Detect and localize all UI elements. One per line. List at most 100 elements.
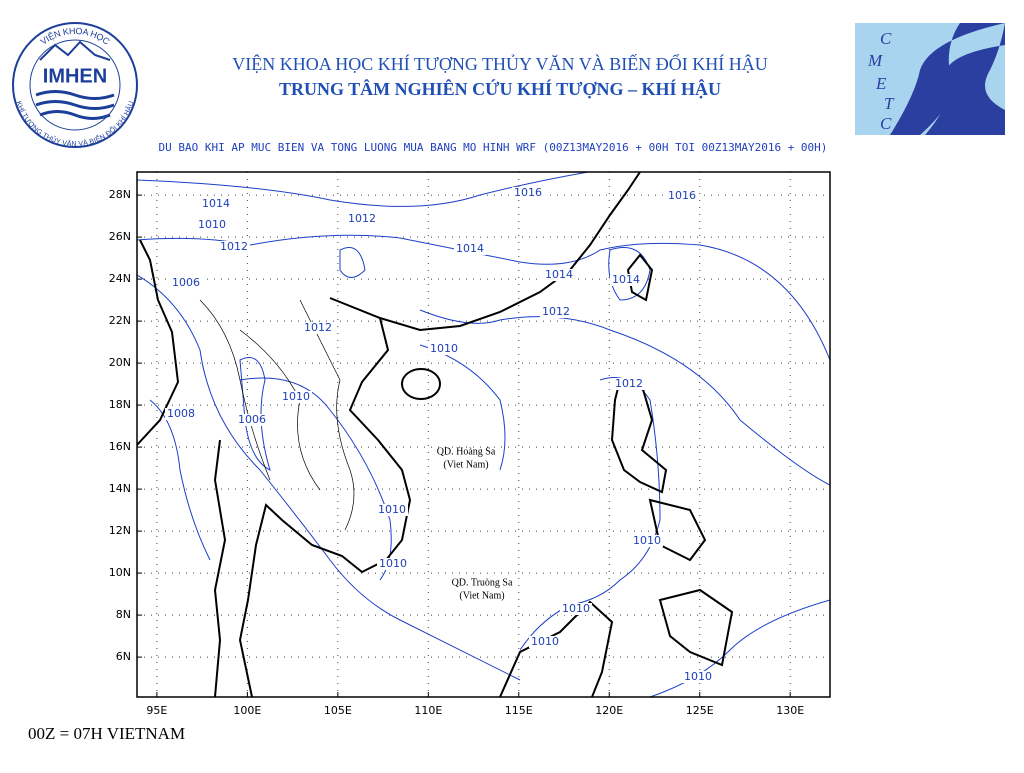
footer: 00Z = 07H VIETNAM: [28, 724, 185, 743]
y-tick-label: 8N: [116, 608, 131, 621]
logo-mountains: [39, 40, 111, 61]
contour-label: 1008: [167, 407, 195, 420]
contour-label: 1016: [668, 189, 696, 202]
isobar: [137, 234, 830, 361]
contour-label-bg: [376, 504, 408, 516]
x-tick-label: 105E: [324, 704, 352, 717]
x-tick-label: 100E: [233, 704, 261, 717]
contour-label: 1014: [456, 242, 484, 255]
coastlines: [137, 172, 734, 697]
coast-china: [329, 172, 641, 332]
isobar: [239, 357, 271, 471]
isobar: [419, 309, 830, 486]
isobar: [339, 247, 366, 278]
isobar: [649, 599, 830, 697]
contour-label-bg: [540, 306, 572, 318]
y-tick-label: 18N: [109, 398, 131, 411]
contour-label: 1010: [684, 670, 712, 683]
x-tick-label: 95E: [146, 704, 167, 717]
y-tick-label: 10N: [109, 566, 131, 579]
contour-label: 1012: [348, 212, 376, 225]
contour-label-bg: [682, 671, 714, 683]
logo-name: IMHEN: [43, 65, 107, 87]
place-label: (Viet Nam): [459, 590, 504, 601]
coast-myanmar: [137, 239, 180, 446]
map-area: 1016 1016 1014 1010 1012 1012 1014 1014 1014 1006…: [137, 172, 830, 697]
place-label: QD. Truòng Sa: [452, 577, 513, 588]
contour-label: 1010: [531, 635, 559, 648]
map-title: DU BAO KHI AP MUC BIEN VA TONG LUONG MUA…: [159, 141, 828, 154]
contour-label: 1012: [615, 377, 643, 390]
contour-label: 1006: [238, 413, 266, 426]
contour-label-bg: [236, 414, 268, 426]
isobar: [149, 399, 211, 561]
header-line1: VIỆN KHOA HỌC KHÍ TƯỢNG THỦY VĂN VÀ BIẾN…: [232, 53, 767, 74]
y-tick-label: 6N: [116, 650, 131, 663]
contour-label-bg: [512, 187, 544, 199]
contour-label: 1006: [172, 276, 200, 289]
y-tick-label: 22N: [109, 314, 131, 327]
place-label: QD. Hoàng Sa: [437, 446, 496, 457]
contour-label-bg: [613, 378, 645, 390]
contour-label-bg: [631, 535, 663, 547]
coast-andaman: [213, 439, 227, 697]
contour-label: 1014: [545, 268, 573, 281]
x-tick-label: 110E: [414, 704, 442, 717]
y-tick-label: 14N: [109, 482, 131, 495]
x-tick-label: 120E: [595, 704, 623, 717]
logo-letter: E: [875, 74, 887, 93]
y-tick-label: 24N: [109, 272, 131, 285]
logo-letter: C: [880, 29, 892, 48]
contour-label-bg: [196, 219, 228, 231]
y-tick-label: 12N: [109, 524, 131, 537]
coast-hainan: [401, 368, 441, 400]
isobars: [137, 172, 830, 697]
contour-label-bg: [529, 636, 561, 648]
contour-label-bg: [200, 198, 232, 210]
contour-label-bg: [346, 213, 378, 225]
contour-label-bg: [170, 277, 202, 289]
coast-borneo: [499, 600, 614, 697]
x-tick-label: 115E: [505, 704, 533, 717]
contour-label-bg: [377, 558, 409, 570]
isobar: [137, 274, 521, 681]
contour-label: 1014: [202, 197, 230, 210]
y-tick-label: 26N: [109, 230, 131, 243]
isobar: [137, 172, 592, 207]
contour-label: 1010: [633, 534, 661, 547]
contour-label: 1014: [612, 273, 640, 286]
place-label: (Viet Nam): [443, 459, 488, 470]
contour-label-bg: [610, 274, 642, 286]
contour-label-bg: [454, 243, 486, 255]
contour-label: 1016: [514, 186, 542, 199]
contour-label-bg: [560, 603, 592, 615]
contour-label: 1010: [379, 557, 407, 570]
contour-label-bg: [666, 190, 698, 202]
coast-taiwan: [626, 253, 654, 302]
contour-label-bg: [218, 241, 250, 253]
contour-label: 1010: [430, 342, 458, 355]
y-tick-label: 16N: [109, 440, 131, 453]
x-tick-label: 130E: [776, 704, 804, 717]
isobar: [419, 344, 506, 471]
coast-luzon: [610, 378, 668, 494]
contour-label: 1012: [220, 240, 248, 253]
contour-label: 1012: [304, 321, 332, 334]
y-tick-label: 28N: [109, 188, 131, 201]
contour-label-bg: [428, 343, 460, 355]
contour-label: 1010: [282, 390, 310, 403]
contour-label-bg: [543, 269, 575, 281]
imhen-logo: IMHEN VIỆN KHOA HỌC KHÍ TƯỢNG THỦY VĂN V…: [12, 22, 138, 148]
logo-letter: M: [867, 51, 883, 70]
logo-s: [890, 23, 1005, 135]
contour-label-bg: [165, 408, 197, 420]
coast-mindanao: [658, 588, 734, 667]
contour-label: 1010: [198, 218, 226, 231]
logo-letter: C: [880, 114, 892, 133]
logo-waves: [35, 90, 115, 120]
coast-indochina: [238, 317, 412, 697]
contour-label: 1010: [378, 503, 406, 516]
contour-label: 1012: [542, 305, 570, 318]
